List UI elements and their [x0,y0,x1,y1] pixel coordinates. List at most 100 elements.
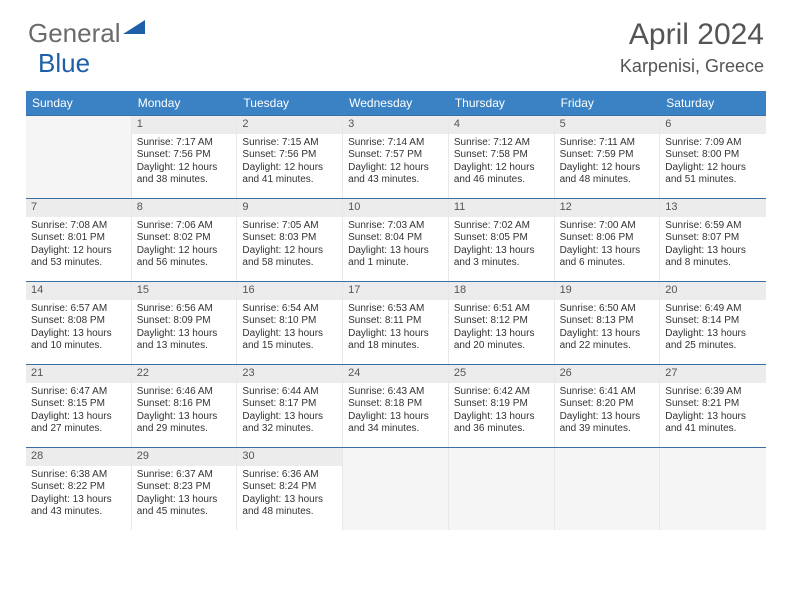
sunrise-text: Sunrise: 7:00 AM [560,220,655,233]
sunset-text: Sunset: 7:56 PM [242,149,337,162]
daylight-line1: Daylight: 13 hours [137,328,232,341]
sunset-text: Sunset: 8:11 PM [348,315,443,328]
location: Karpenisi, Greece [620,56,764,77]
calendar-cell: 28Sunrise: 6:38 AMSunset: 8:22 PMDayligh… [26,448,132,530]
daylight-line2: and 22 minutes. [560,340,655,353]
calendar-cell: 20Sunrise: 6:49 AMSunset: 8:14 PMDayligh… [660,282,766,364]
day-header: Monday [132,91,238,115]
day-header: Sunday [26,91,132,115]
daylight-line2: and 45 minutes. [137,506,232,519]
day-number: 23 [237,365,342,383]
calendar-cell: 25Sunrise: 6:42 AMSunset: 8:19 PMDayligh… [449,365,555,447]
sunset-text: Sunset: 8:02 PM [137,232,232,245]
day-number: 20 [660,282,766,300]
sunset-text: Sunset: 8:04 PM [348,232,443,245]
sunrise-text: Sunrise: 6:50 AM [560,303,655,316]
sunset-text: Sunset: 8:01 PM [31,232,126,245]
sunrise-text: Sunrise: 7:08 AM [31,220,126,233]
daylight-line2: and 18 minutes. [348,340,443,353]
daylight-line1: Daylight: 13 hours [31,411,126,424]
logo-triangle-icon [123,12,145,43]
sunrise-text: Sunrise: 6:46 AM [137,386,232,399]
daylight-line2: and 3 minutes. [454,257,549,270]
calendar-cell: 21Sunrise: 6:47 AMSunset: 8:15 PMDayligh… [26,365,132,447]
calendar-cell: 22Sunrise: 6:46 AMSunset: 8:16 PMDayligh… [132,365,238,447]
calendar-cell-empty [555,448,661,530]
sunrise-text: Sunrise: 7:03 AM [348,220,443,233]
sunrise-text: Sunrise: 7:14 AM [348,137,443,150]
calendar-cell: 16Sunrise: 6:54 AMSunset: 8:10 PMDayligh… [237,282,343,364]
daylight-line2: and 29 minutes. [137,423,232,436]
sunrise-text: Sunrise: 7:05 AM [242,220,337,233]
sunrise-text: Sunrise: 7:02 AM [454,220,549,233]
daylight-line1: Daylight: 13 hours [31,494,126,507]
calendar: Sunday Monday Tuesday Wednesday Thursday… [26,91,766,530]
day-number: 19 [555,282,660,300]
calendar-cell: 14Sunrise: 6:57 AMSunset: 8:08 PMDayligh… [26,282,132,364]
sunset-text: Sunset: 8:12 PM [454,315,549,328]
sunrise-text: Sunrise: 7:11 AM [560,137,655,150]
day-number: 15 [132,282,237,300]
daylight-line2: and 25 minutes. [665,340,761,353]
daylight-line1: Daylight: 13 hours [560,411,655,424]
daylight-line1: Daylight: 13 hours [348,411,443,424]
day-number: 6 [660,116,766,134]
daylight-line2: and 46 minutes. [454,174,549,187]
sunrise-text: Sunrise: 6:44 AM [242,386,337,399]
sunset-text: Sunset: 7:58 PM [454,149,549,162]
daylight-line2: and 10 minutes. [31,340,126,353]
day-number: 12 [555,199,660,217]
sunrise-text: Sunrise: 7:17 AM [137,137,232,150]
daylight-line1: Daylight: 13 hours [454,245,549,258]
daylight-line1: Daylight: 12 hours [348,162,443,175]
calendar-cell: 8Sunrise: 7:06 AMSunset: 8:02 PMDaylight… [132,199,238,281]
sunrise-text: Sunrise: 7:06 AM [137,220,232,233]
daylight-line1: Daylight: 12 hours [665,162,761,175]
day-header: Tuesday [237,91,343,115]
header: General April 2024 Karpenisi, Greece [0,0,792,85]
daylight-line2: and 56 minutes. [137,257,232,270]
sunrise-text: Sunrise: 6:39 AM [665,386,761,399]
daylight-line1: Daylight: 12 hours [137,162,232,175]
daylight-line1: Daylight: 13 hours [665,411,761,424]
calendar-cell: 23Sunrise: 6:44 AMSunset: 8:17 PMDayligh… [237,365,343,447]
week-row: 21Sunrise: 6:47 AMSunset: 8:15 PMDayligh… [26,364,766,447]
sunset-text: Sunset: 8:23 PM [137,481,232,494]
day-number: 22 [132,365,237,383]
sunrise-text: Sunrise: 6:49 AM [665,303,761,316]
logo-text-blue: Blue [38,48,90,79]
calendar-cell: 1Sunrise: 7:17 AMSunset: 7:56 PMDaylight… [132,116,238,198]
calendar-cell: 24Sunrise: 6:43 AMSunset: 8:18 PMDayligh… [343,365,449,447]
calendar-cell: 12Sunrise: 7:00 AMSunset: 8:06 PMDayligh… [555,199,661,281]
daylight-line1: Daylight: 12 hours [454,162,549,175]
sunset-text: Sunset: 8:14 PM [665,315,761,328]
daylight-line2: and 43 minutes. [348,174,443,187]
day-number: 29 [132,448,237,466]
sunset-text: Sunset: 8:18 PM [348,398,443,411]
day-header: Thursday [449,91,555,115]
day-number: 7 [26,199,131,217]
daylight-line1: Daylight: 13 hours [348,328,443,341]
day-number: 1 [132,116,237,134]
day-number: 13 [660,199,766,217]
daylight-line1: Daylight: 13 hours [242,411,337,424]
calendar-cell: 13Sunrise: 6:59 AMSunset: 8:07 PMDayligh… [660,199,766,281]
daylight-line2: and 41 minutes. [665,423,761,436]
day-number: 11 [449,199,554,217]
sunrise-text: Sunrise: 6:37 AM [137,469,232,482]
sunset-text: Sunset: 8:20 PM [560,398,655,411]
calendar-cell: 10Sunrise: 7:03 AMSunset: 8:04 PMDayligh… [343,199,449,281]
day-number: 17 [343,282,448,300]
sunrise-text: Sunrise: 6:51 AM [454,303,549,316]
daylight-line1: Daylight: 13 hours [242,328,337,341]
daylight-line2: and 48 minutes. [560,174,655,187]
daylight-line2: and 32 minutes. [242,423,337,436]
calendar-cell: 15Sunrise: 6:56 AMSunset: 8:09 PMDayligh… [132,282,238,364]
calendar-cell: 7Sunrise: 7:08 AMSunset: 8:01 PMDaylight… [26,199,132,281]
day-number: 18 [449,282,554,300]
daylight-line1: Daylight: 13 hours [454,328,549,341]
calendar-cell: 19Sunrise: 6:50 AMSunset: 8:13 PMDayligh… [555,282,661,364]
weeks-container: 1 Sunrise: 7:17 AM Sunset: 7:56 PM Daylight… [26,115,766,530]
daylight-line1: Daylight: 13 hours [242,494,337,507]
daylight-line2: and 27 minutes. [31,423,126,436]
